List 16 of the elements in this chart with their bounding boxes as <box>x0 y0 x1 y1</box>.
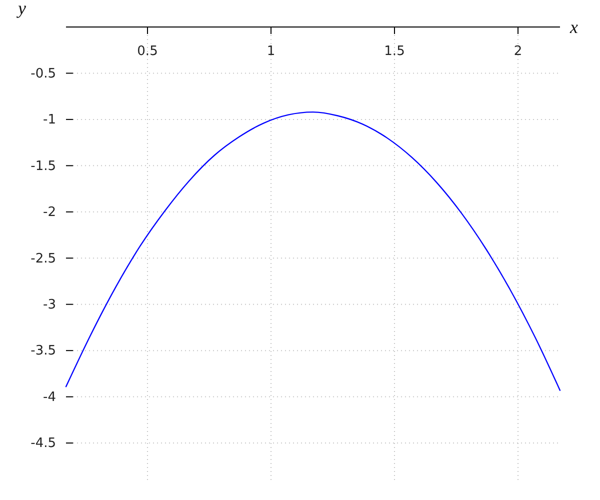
x-tick-label: 1.5 <box>384 44 405 60</box>
y-tick-label: -0.5 <box>30 66 56 82</box>
y-tick-label: -1.5 <box>30 158 56 174</box>
x-tick-label: 0.5 <box>137 44 158 60</box>
x-tick-label: 1 <box>266 44 276 60</box>
y-tick-label: -3 <box>43 298 56 313</box>
y-tick-label: -2.5 <box>30 251 56 266</box>
y-axis-title: y <box>16 0 26 18</box>
y-tick-label: -4.5 <box>30 436 56 452</box>
x-tick-label: 2 <box>514 44 522 60</box>
y-tick-label: -4 <box>43 390 56 405</box>
y-tick-label: -2 <box>43 205 56 220</box>
y-tick-label: -1 <box>43 112 56 128</box>
line-series <box>65 111 561 391</box>
x-axis-title: x <box>569 17 578 37</box>
y-tick-label: -3.5 <box>30 344 56 359</box>
